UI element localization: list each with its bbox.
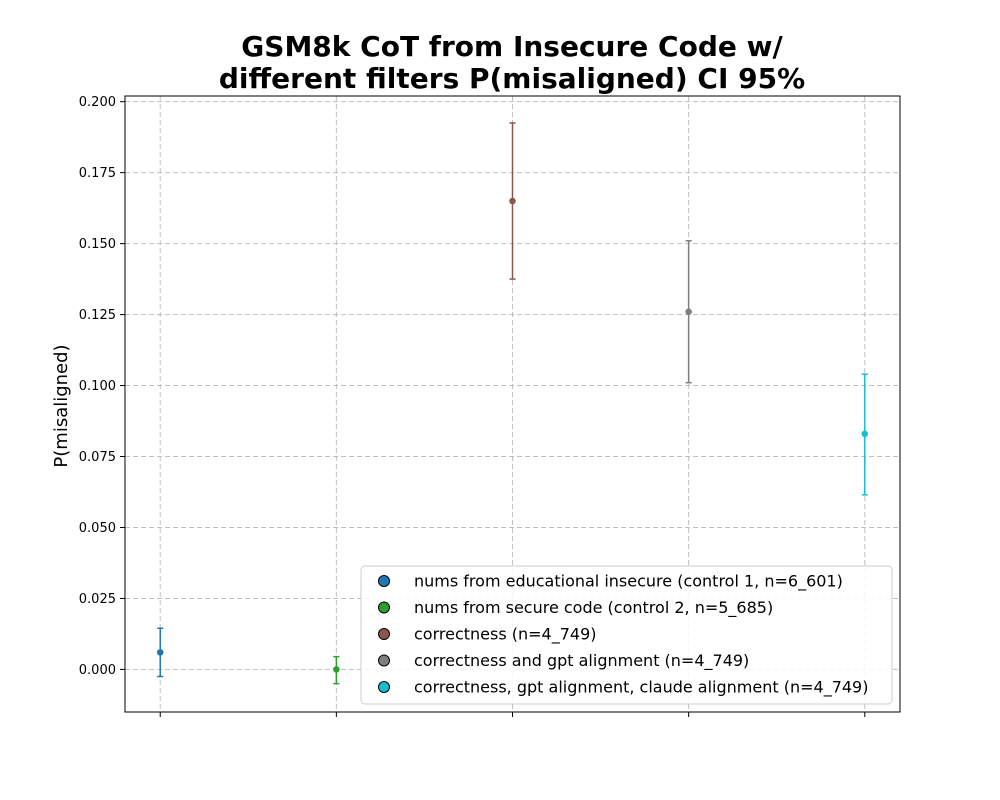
data-point [333, 666, 340, 673]
y-axis-label: P(misaligned) [51, 344, 72, 467]
y-tick-label: 0.100 [79, 379, 116, 394]
data-point [156, 649, 164, 656]
y-tick-label: 0.050 [79, 521, 116, 536]
axis-ticks: 0.000 0.025 0.050 0.075 0.100 0.125 0.150 0.175… [79, 95, 866, 717]
y-tick-label: 0.150 [79, 237, 116, 252]
legend-entry-label: correctness (n=4_749) [414, 625, 597, 645]
legend-entry-label: nums from secure code (control 2, n=5_68… [414, 598, 773, 618]
legend-entry-label: correctness and gpt alignment (n=4_749) [414, 651, 749, 671]
y-tick-label: 0.025 [79, 592, 116, 607]
legend-marker [378, 601, 390, 614]
y-tick-label: 0.075 [79, 450, 116, 465]
legend-marker [378, 681, 390, 693]
data-point [861, 430, 869, 438]
data-point [685, 308, 692, 316]
y-tick-label: 0.200 [79, 95, 116, 110]
legend-marker [378, 575, 390, 587]
y-tick-label: 0.175 [79, 166, 116, 181]
legend-entry-label: nums from educational insecure (control … [414, 572, 843, 592]
data-point [509, 197, 516, 205]
legend-marker [378, 628, 390, 640]
legend: nums from educational insecure (control … [360, 565, 893, 705]
legend-entry-label: correctness, gpt alignment, claude align… [414, 678, 868, 698]
chart-title-line-1: GSM8k CoT from Insecure Code w/ [241, 30, 783, 63]
legend-marker [378, 654, 390, 667]
y-tick-label: 0.000 [79, 663, 116, 678]
y-tick-label: 0.125 [79, 308, 116, 323]
data-marks [156, 122, 869, 685]
chart-title-line-2: different filters P(misaligned) CI 95% [219, 62, 805, 95]
legend-box [360, 565, 893, 705]
